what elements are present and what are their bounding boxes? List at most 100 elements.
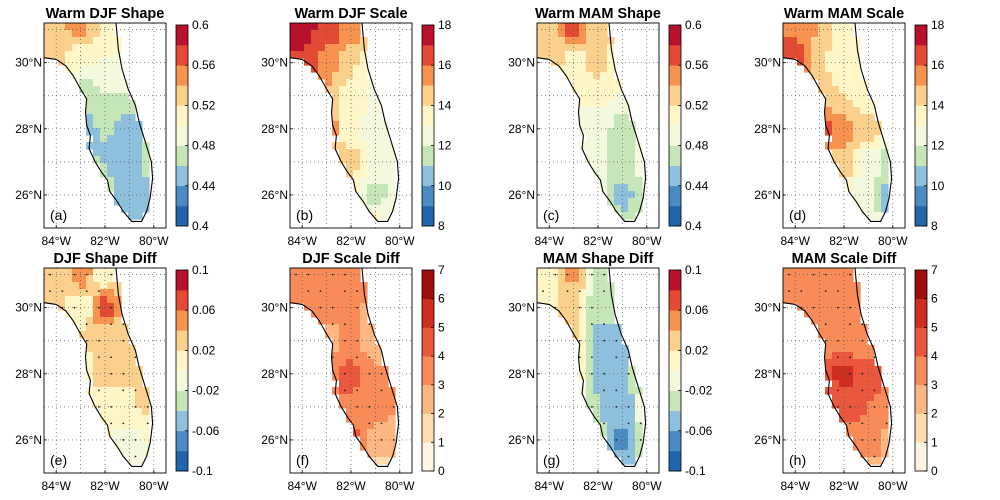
x-tick-label: 82°W xyxy=(829,234,859,248)
field-cell xyxy=(881,205,889,213)
field-cell xyxy=(135,366,143,374)
field-cell xyxy=(565,296,573,304)
field-cell xyxy=(579,338,587,346)
y-tick-label: 30°N xyxy=(15,56,42,70)
significance-dot xyxy=(344,389,346,392)
colorbar-tick-label: 0.4 xyxy=(685,219,702,233)
field-cell xyxy=(339,331,347,339)
field-cell xyxy=(860,422,868,430)
field-cell xyxy=(867,114,875,122)
significance-dot xyxy=(122,323,125,326)
colorbar-tick-label: 0.44 xyxy=(192,179,216,193)
field-cell xyxy=(586,401,594,409)
field-cell xyxy=(353,310,361,318)
field-cell xyxy=(346,51,354,59)
field-cell xyxy=(839,282,847,290)
field-cell xyxy=(114,373,122,381)
field-cell xyxy=(339,37,347,45)
field-cell xyxy=(881,408,889,416)
field-cell xyxy=(860,366,868,374)
field-cell xyxy=(353,170,361,178)
field-cell xyxy=(332,345,340,353)
field-cell xyxy=(551,23,559,31)
field-cell xyxy=(881,415,889,423)
field-cell xyxy=(783,282,791,290)
significance-dot xyxy=(627,356,630,359)
field-cell xyxy=(558,296,566,304)
field-cell xyxy=(332,128,340,136)
field-cell xyxy=(846,387,854,395)
field-cell xyxy=(572,268,580,276)
field-cell xyxy=(614,121,622,129)
field-cell xyxy=(332,30,340,38)
field-cell xyxy=(860,121,868,129)
field-cell xyxy=(374,366,382,374)
field-cell xyxy=(58,303,66,311)
field-cell xyxy=(607,436,615,444)
field-cell xyxy=(811,23,819,31)
field-cell xyxy=(353,149,361,157)
field-cell xyxy=(100,317,108,325)
field-cell xyxy=(311,44,319,52)
field-cell xyxy=(586,373,594,381)
field-cell xyxy=(135,163,143,171)
field-cell xyxy=(353,184,361,192)
field-cell xyxy=(107,310,115,318)
colorbar-segment xyxy=(422,185,434,207)
field-cell xyxy=(100,387,108,395)
field-cell xyxy=(72,44,80,52)
field-cell xyxy=(832,121,840,129)
field-cell xyxy=(797,275,805,283)
field-cell xyxy=(121,135,129,143)
field-cell xyxy=(565,268,573,276)
field-cell xyxy=(832,394,840,402)
graticule xyxy=(44,268,166,473)
field-cell xyxy=(360,338,368,346)
field-cell xyxy=(58,275,66,283)
colorbar-segment xyxy=(915,165,927,187)
field-cell xyxy=(367,128,375,136)
significance-dot xyxy=(344,323,346,326)
field-cell xyxy=(367,380,375,388)
field-cell xyxy=(558,23,566,31)
field-cell xyxy=(121,394,129,402)
colorbar-segment xyxy=(915,442,927,472)
field-cell xyxy=(360,429,368,437)
field-cell xyxy=(367,184,375,192)
significance-dot xyxy=(85,290,88,293)
field-cell xyxy=(635,450,643,458)
field-cell xyxy=(558,44,566,52)
field-cell xyxy=(846,352,854,360)
field-cell xyxy=(353,359,361,367)
field-cell xyxy=(551,51,559,59)
field-cell xyxy=(579,44,587,52)
field-cell xyxy=(874,205,882,213)
significance-dot xyxy=(73,306,76,309)
field-cell xyxy=(797,296,805,304)
field-cell xyxy=(353,317,361,325)
field-cell xyxy=(107,317,115,325)
field-cell xyxy=(135,191,143,199)
field-cell xyxy=(853,114,861,122)
significance-dot xyxy=(85,323,88,326)
field-cell xyxy=(367,359,375,367)
field-cell xyxy=(867,128,875,136)
field-cell xyxy=(353,121,361,129)
field-cell xyxy=(790,282,798,290)
field-cell xyxy=(346,156,354,164)
field-cell xyxy=(790,268,798,276)
x-tick-label: 80°W xyxy=(385,479,415,493)
colorbar-segment xyxy=(669,350,681,371)
field-cell xyxy=(628,121,636,129)
field-cell xyxy=(614,149,622,157)
field-cell xyxy=(381,128,389,136)
field-cell xyxy=(374,408,382,416)
field-cell xyxy=(860,114,868,122)
field-cell xyxy=(381,443,389,451)
field-cell xyxy=(628,401,636,409)
field-cell xyxy=(311,310,319,318)
panel-label: (g) xyxy=(543,452,560,468)
field-cell xyxy=(311,275,319,283)
field-cell xyxy=(107,380,115,388)
panel-label: (d) xyxy=(789,207,806,223)
